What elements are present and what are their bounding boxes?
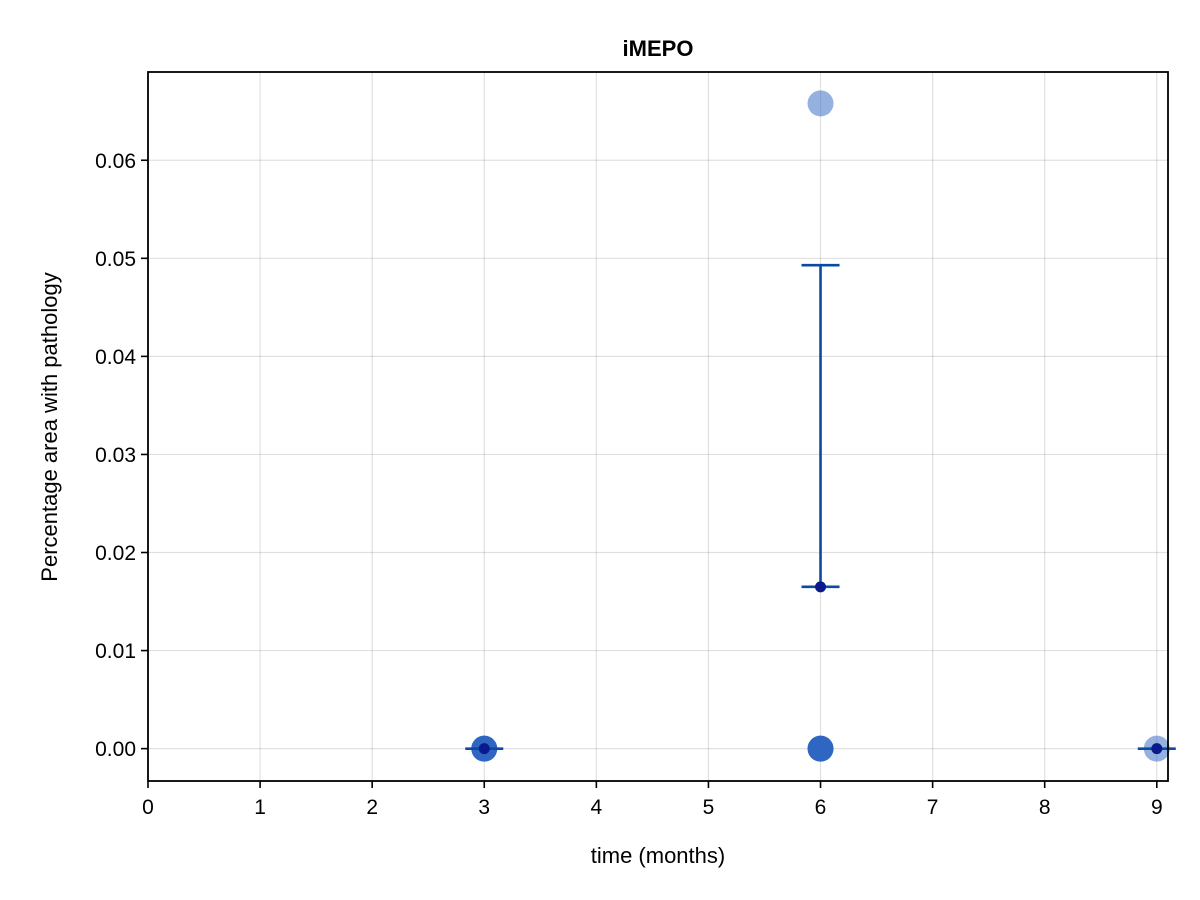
mean-point bbox=[1151, 743, 1163, 755]
x-axis-label: time (months) bbox=[591, 843, 725, 868]
y-tick-label: 0.01 bbox=[95, 640, 136, 663]
x-tick-label: 8 bbox=[1039, 796, 1051, 819]
individual-point bbox=[807, 90, 834, 117]
x-tick-label: 1 bbox=[254, 796, 266, 819]
x-tick-label: 6 bbox=[815, 796, 827, 819]
y-tick-label: 0.03 bbox=[95, 444, 136, 467]
x-tick-label: 4 bbox=[591, 796, 603, 819]
plot-marks bbox=[465, 90, 1176, 762]
x-tick-label: 5 bbox=[703, 796, 715, 819]
y-tick-label: 0.02 bbox=[95, 542, 136, 565]
plot-frame bbox=[147, 71, 1169, 782]
y-tick-label: 0.05 bbox=[95, 248, 136, 271]
y-axis-label: Percentage area with pathology bbox=[37, 272, 62, 581]
mean-point bbox=[478, 743, 490, 755]
y-tick-label: 0.06 bbox=[95, 150, 136, 173]
x-tick-label: 7 bbox=[927, 796, 939, 819]
grid bbox=[147, 72, 1168, 781]
chart-title: iMEPO bbox=[623, 36, 694, 61]
x-tick-label: 2 bbox=[366, 796, 378, 819]
x-tick-label: 3 bbox=[478, 796, 490, 819]
y-tick-label: 0.00 bbox=[95, 738, 136, 761]
x-tick-label: 0 bbox=[142, 796, 154, 819]
axis-ticks: 0 1 2 3 4 5 6 7 8 9 0.00 0.01 0.02 0.03 0.04 0.05 0.06 bbox=[95, 150, 1163, 819]
x-tick-label: 9 bbox=[1151, 796, 1163, 819]
y-tick-label: 0.04 bbox=[95, 346, 136, 369]
mean-point bbox=[815, 581, 827, 593]
individual-point bbox=[807, 735, 834, 762]
